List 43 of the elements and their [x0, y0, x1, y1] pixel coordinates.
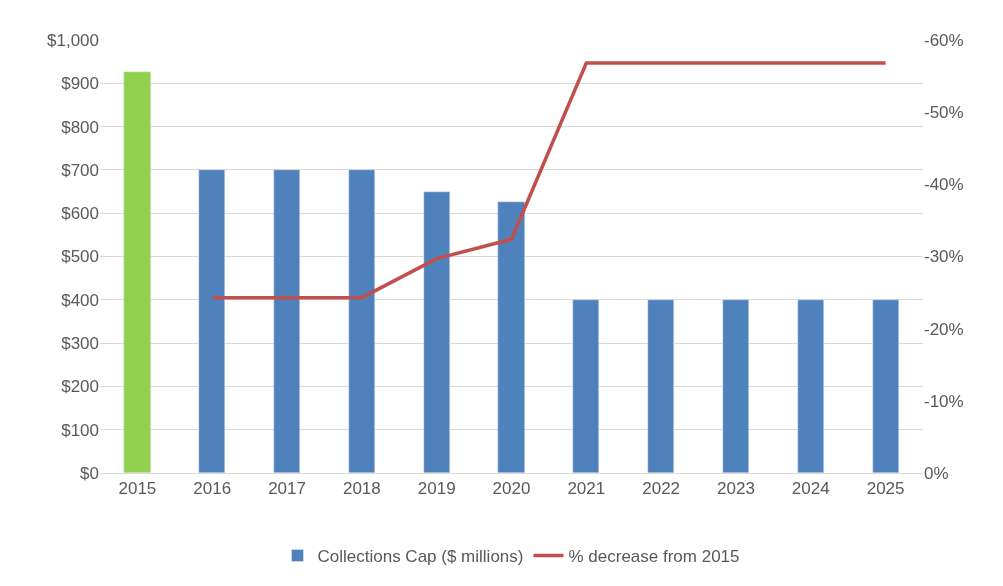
- y2-tick-label: -10%: [924, 391, 964, 411]
- x-tick-label: 2017: [268, 479, 306, 499]
- bar: [572, 299, 599, 473]
- y-tick-label: $800: [61, 117, 99, 137]
- bar: [797, 299, 824, 473]
- y-tick-label: $1,000: [47, 30, 99, 50]
- x-tick-label: 2016: [193, 479, 232, 499]
- y-tick-label: $500: [61, 247, 99, 267]
- bar: [198, 169, 225, 473]
- y-tick-label: $300: [61, 334, 99, 354]
- y2-tick-label: -50%: [924, 103, 964, 123]
- bar: [872, 299, 899, 473]
- x-tick-label: 2024: [791, 479, 830, 499]
- x-tick-label: 2021: [567, 479, 606, 499]
- x-tick-label: 2025: [866, 479, 905, 499]
- legend-label: Collections Cap ($ millions): [317, 547, 524, 567]
- bar: [273, 169, 300, 473]
- bar: [647, 299, 674, 473]
- y-tick-label: $400: [61, 290, 99, 310]
- bar: [423, 191, 450, 473]
- legend-label: % decrease from 2015: [568, 547, 740, 567]
- y2-tick-label: -60%: [924, 30, 964, 50]
- y2-tick-label: -30%: [924, 247, 964, 267]
- bar: [722, 299, 749, 473]
- x-tick-label: 2019: [417, 479, 456, 499]
- x-tick-label: 2023: [717, 479, 755, 499]
- bar: [348, 169, 375, 473]
- y-tick-label: $200: [61, 377, 99, 397]
- bar: [497, 201, 525, 473]
- x-tick-label: 2020: [492, 479, 531, 499]
- y-tick-label: $100: [61, 420, 99, 440]
- y2-tick-label: -20%: [924, 319, 964, 339]
- y-tick-label: $700: [61, 160, 99, 180]
- bar: [123, 71, 151, 473]
- y-tick-label: $900: [61, 74, 99, 94]
- y2-tick-label: 0%: [924, 463, 949, 483]
- x-tick-label: 2018: [342, 479, 381, 499]
- y-tick-label: $600: [61, 204, 99, 224]
- y-tick-label: $0: [80, 463, 99, 483]
- y2-tick-label: -40%: [924, 175, 964, 195]
- line-series: [210, 61, 888, 300]
- x-tick-label: 2022: [642, 479, 681, 499]
- x-tick-label: 2015: [118, 479, 157, 499]
